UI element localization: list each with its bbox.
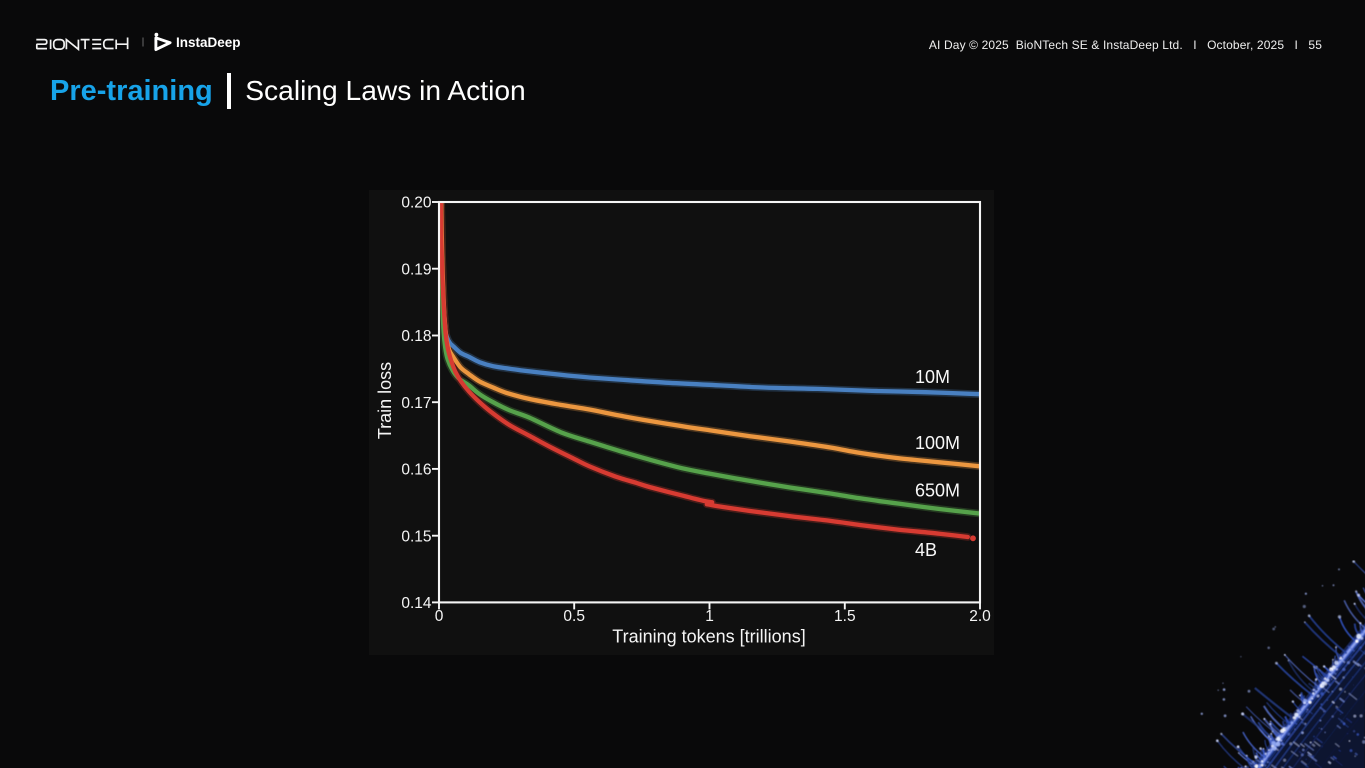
svg-text:0.15: 0.15 (401, 528, 431, 545)
svg-text:1.5: 1.5 (834, 608, 856, 625)
svg-text:0.17: 0.17 (401, 395, 431, 412)
svg-text:0.19: 0.19 (401, 261, 431, 278)
svg-text:100M: 100M (915, 433, 960, 453)
svg-text:0: 0 (435, 608, 444, 625)
svg-text:0.14: 0.14 (401, 595, 432, 612)
svg-text:1: 1 (705, 608, 714, 625)
svg-text:0.16: 0.16 (401, 462, 431, 479)
svg-text:2.0: 2.0 (969, 608, 991, 625)
svg-text:0.20: 0.20 (401, 195, 432, 212)
svg-text:InstaDeep: InstaDeep (176, 35, 241, 50)
svg-text:650M: 650M (915, 481, 960, 501)
svg-text:4B: 4B (915, 540, 937, 560)
svg-text:Training tokens [trillions]: Training tokens [trillions] (612, 627, 805, 647)
svg-text:0.5: 0.5 (563, 608, 585, 625)
svg-text:0.18: 0.18 (401, 328, 431, 345)
svg-text:10M: 10M (915, 367, 950, 387)
svg-text:Train loss: Train loss (375, 362, 395, 439)
